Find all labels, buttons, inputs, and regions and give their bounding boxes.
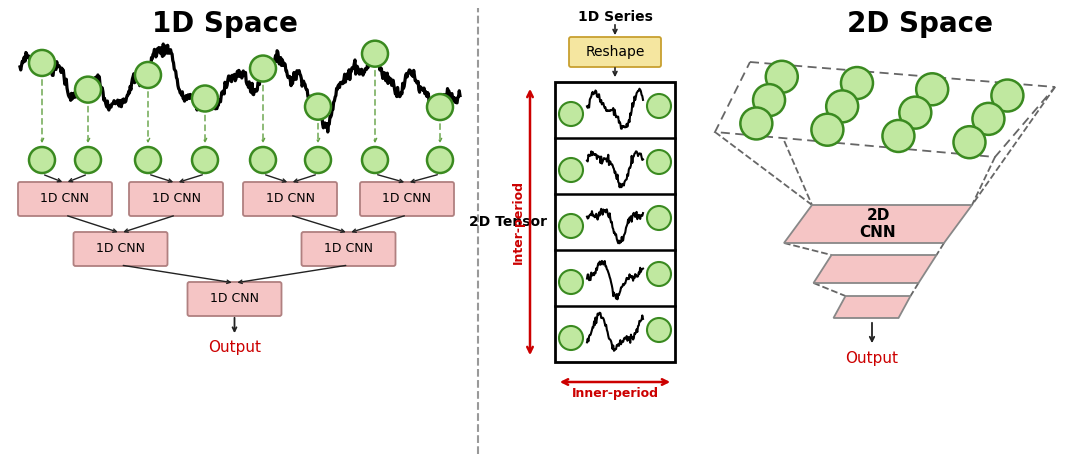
Circle shape	[766, 61, 798, 93]
Text: Reshape: Reshape	[585, 45, 645, 59]
FancyBboxPatch shape	[73, 232, 167, 266]
Text: 2D Space: 2D Space	[847, 10, 993, 38]
Circle shape	[647, 150, 671, 174]
Circle shape	[559, 158, 583, 182]
Circle shape	[135, 62, 161, 88]
FancyBboxPatch shape	[129, 182, 222, 216]
Polygon shape	[813, 255, 936, 283]
Text: Inner-period: Inner-period	[571, 387, 659, 400]
Circle shape	[305, 94, 330, 120]
FancyBboxPatch shape	[360, 182, 454, 216]
FancyBboxPatch shape	[18, 182, 112, 216]
Bar	[555, 82, 675, 362]
Circle shape	[427, 147, 453, 173]
Circle shape	[647, 262, 671, 286]
FancyBboxPatch shape	[243, 182, 337, 216]
Circle shape	[900, 97, 931, 128]
Circle shape	[362, 41, 388, 67]
Polygon shape	[715, 62, 1055, 157]
Bar	[555, 82, 675, 362]
Circle shape	[559, 270, 583, 294]
Circle shape	[826, 91, 859, 122]
Text: 1D CNN: 1D CNN	[41, 193, 90, 206]
Circle shape	[305, 147, 330, 173]
Circle shape	[841, 67, 873, 99]
Circle shape	[427, 94, 453, 120]
FancyBboxPatch shape	[569, 37, 661, 67]
Circle shape	[647, 206, 671, 230]
Text: 1D Space: 1D Space	[152, 10, 298, 38]
Circle shape	[29, 147, 55, 173]
Circle shape	[249, 147, 276, 173]
Polygon shape	[834, 296, 910, 318]
Circle shape	[559, 214, 583, 238]
Text: 1D CNN: 1D CNN	[210, 292, 259, 305]
Circle shape	[192, 85, 218, 111]
Circle shape	[362, 147, 388, 173]
FancyBboxPatch shape	[301, 232, 395, 266]
Circle shape	[559, 326, 583, 350]
Text: 2D
CNN: 2D CNN	[860, 208, 896, 240]
Circle shape	[916, 73, 948, 105]
Circle shape	[192, 147, 218, 173]
Circle shape	[75, 147, 102, 173]
Circle shape	[954, 126, 985, 158]
FancyBboxPatch shape	[188, 282, 282, 316]
Text: 1D Series: 1D Series	[578, 10, 652, 24]
Circle shape	[882, 120, 915, 152]
Circle shape	[135, 147, 161, 173]
Polygon shape	[784, 205, 972, 243]
Text: Output: Output	[208, 340, 261, 355]
Text: 1D CNN: 1D CNN	[382, 193, 432, 206]
Circle shape	[647, 94, 671, 118]
Text: 1D CNN: 1D CNN	[96, 243, 145, 255]
Text: 2D Tensor: 2D Tensor	[469, 215, 546, 229]
Text: Inter-period: Inter-period	[512, 180, 525, 264]
Circle shape	[972, 103, 1004, 135]
Text: 1D CNN: 1D CNN	[324, 243, 373, 255]
Circle shape	[249, 55, 276, 81]
Circle shape	[559, 102, 583, 126]
Circle shape	[991, 79, 1024, 111]
Circle shape	[811, 114, 843, 146]
Circle shape	[75, 77, 102, 103]
Circle shape	[647, 318, 671, 342]
Circle shape	[29, 50, 55, 76]
Text: 1D CNN: 1D CNN	[151, 193, 201, 206]
Text: 1D CNN: 1D CNN	[266, 193, 314, 206]
Circle shape	[741, 108, 772, 140]
Circle shape	[753, 84, 785, 116]
Text: Output: Output	[846, 351, 899, 366]
